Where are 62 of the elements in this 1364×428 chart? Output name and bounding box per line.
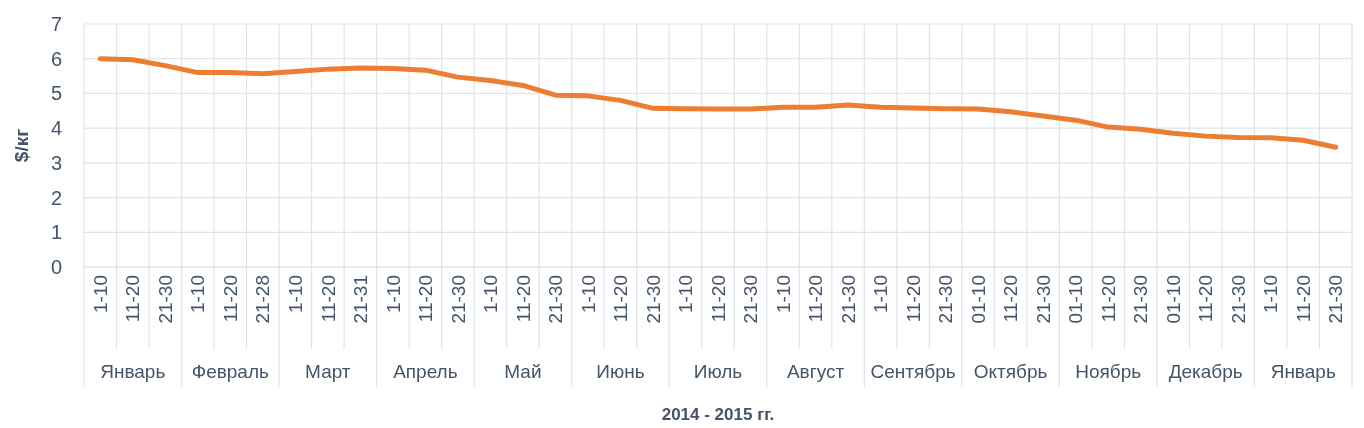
x-tick-label: 11-20 [122, 275, 144, 323]
text: Февраль [191, 360, 270, 382]
x-tick-label: 11-20 [1097, 275, 1119, 323]
text: Март [305, 360, 351, 382]
x-tick-label: 11-20 [707, 275, 729, 323]
text: Ноябрь [1075, 360, 1142, 382]
x-tick-label: 11-20 [317, 275, 339, 323]
x-tick-label: 21-30 [1032, 275, 1054, 324]
y-tick-label: 2 [50, 186, 62, 209]
text: Июль [693, 360, 743, 382]
x-tick-label: 21-30 [545, 275, 567, 324]
text: Май [504, 360, 542, 382]
x-tick-label: 1-10 [675, 275, 697, 314]
x-tick-label: 11-20 [1292, 275, 1314, 323]
x-tick-label: 21-30 [642, 275, 664, 324]
x-tick-label: 11-20 [805, 275, 827, 323]
x-tick-label: 21-28 [252, 275, 274, 324]
x-tick-label: 1-10 [187, 275, 209, 314]
x-tick-label: 21-30 [935, 275, 957, 324]
x-tick-label: 21-31 [350, 275, 372, 324]
x-tick-label: 1-10 [89, 275, 111, 314]
y-axis-title: $/кг [11, 128, 32, 163]
x-tick-label: 11-20 [219, 275, 241, 323]
y-tick-label: 4 [50, 117, 62, 140]
x-tick-label: 1-10 [1260, 275, 1282, 314]
x-tick-label: 11-20 [415, 275, 437, 323]
x-tick-label: 11-20 [1195, 275, 1217, 323]
x-tick-label: 01-10 [1065, 275, 1087, 324]
text: Январь [1270, 360, 1336, 382]
text: Сентябрь [870, 360, 956, 382]
x-axis-title: 2014 - 2015 гг. [661, 405, 775, 424]
x-tick-label: 01-10 [1162, 275, 1184, 324]
x-tick-label: 11-20 [610, 275, 632, 323]
text: Август [786, 360, 845, 382]
x-tick-label: 11-20 [902, 275, 924, 323]
text: Апрель [393, 360, 458, 382]
y-tick-label: 1 [50, 221, 62, 244]
x-tick-label: 11-20 [512, 275, 534, 323]
y-tick-label: 3 [50, 151, 62, 174]
y-tick-label: 7 [50, 13, 62, 35]
x-tick-label: 21-30 [1227, 275, 1249, 324]
text: Январь [100, 360, 166, 382]
x-tick-label: 1-10 [382, 275, 404, 314]
x-tick-label: 21-30 [447, 275, 469, 324]
x-tick-label: 1-10 [480, 275, 502, 314]
x-tick-label: 21-30 [1325, 275, 1347, 324]
y-tick-label: 6 [50, 47, 62, 70]
x-tick-label: 21-30 [837, 275, 859, 324]
text: Октябрь [973, 360, 1048, 382]
x-tick-label: 1-10 [577, 275, 599, 314]
y-tick-label: 5 [50, 82, 62, 105]
x-tick-label: 1-10 [772, 275, 794, 314]
x-tick-label: 1-10 [870, 275, 892, 314]
text: Июнь [596, 360, 645, 382]
x-tick-label: 01-10 [967, 275, 989, 324]
x-tick-label: 21-30 [154, 275, 176, 324]
x-tick-label: 21-30 [740, 275, 762, 324]
x-tick-label: 11-20 [1000, 275, 1022, 323]
text: Декабрь [1168, 360, 1243, 382]
x-tick-label: 1-10 [284, 275, 306, 314]
y-tick-label: 0 [50, 256, 62, 278]
x-tick-label: 21-30 [1130, 275, 1152, 324]
